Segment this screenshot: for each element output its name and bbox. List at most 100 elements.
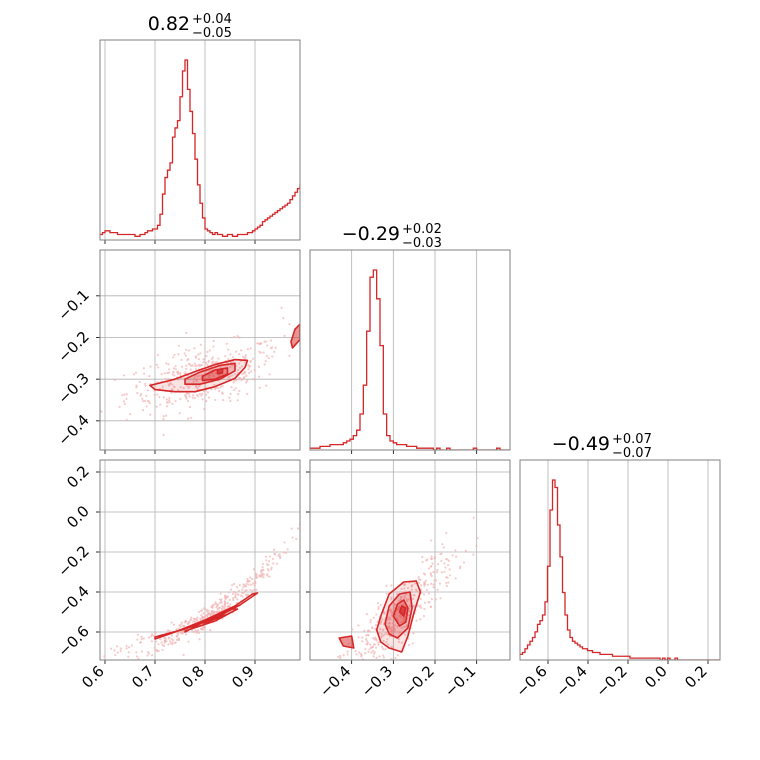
- scatter-point: [170, 634, 174, 637]
- scatter-point: [406, 586, 410, 590]
- scatter-point: [459, 565, 462, 568]
- title-plus: +0.04: [192, 12, 232, 27]
- scatter-point: [145, 405, 148, 408]
- scatter-point: [203, 407, 206, 411]
- scatter-point: [199, 352, 202, 355]
- scatter-point: [186, 384, 189, 387]
- scatter-point: [189, 619, 192, 622]
- scatter-point: [363, 629, 366, 632]
- scatter-point: [304, 521, 306, 523]
- scatter-point: [363, 675, 365, 677]
- scatter-point: [209, 613, 212, 617]
- scatter-point: [176, 370, 180, 373]
- scatter-point: [172, 639, 175, 642]
- scatter-point: [388, 627, 391, 630]
- scatter-point: [161, 648, 164, 651]
- axes-frame: [99, 459, 301, 661]
- scatter-point: [221, 391, 224, 394]
- scatter-point: [114, 653, 117, 657]
- scatter-point: [418, 578, 421, 581]
- scatter-point: [194, 362, 197, 365]
- scatter-point: [379, 620, 382, 623]
- scatter-point: [163, 641, 166, 644]
- scatter-point: [375, 656, 378, 659]
- scatter-point: [187, 417, 190, 420]
- scatter-point: [295, 537, 298, 541]
- scatter-point: [100, 410, 103, 413]
- scatter-point: [428, 567, 431, 570]
- scatter-point: [279, 556, 282, 560]
- scatter-point: [185, 364, 188, 367]
- scatter-point: [214, 398, 217, 402]
- scatter-point: [156, 353, 160, 356]
- scatter-point: [150, 633, 154, 636]
- scatter-point: [224, 602, 227, 605]
- scatter-point: [237, 378, 240, 381]
- scatter-point: [125, 418, 128, 422]
- scatter-point: [379, 603, 382, 606]
- scatter-point: [155, 363, 158, 366]
- scatter-point: [160, 641, 163, 644]
- scatter-point: [177, 637, 180, 640]
- scatter-point: [144, 382, 147, 385]
- scatter-point: [371, 626, 374, 629]
- scatter-point: [282, 317, 285, 320]
- scatter-point: [381, 618, 384, 621]
- scatter-point: [134, 371, 138, 374]
- scatter-point: [220, 598, 223, 601]
- scatter-point: [193, 347, 196, 350]
- scatter-point: [200, 363, 204, 366]
- scatter-point: [229, 375, 232, 378]
- scatter-point: [366, 643, 369, 646]
- scatter-point: [127, 651, 130, 654]
- y-tick-label: −0.2: [54, 328, 92, 366]
- scatter-point: [252, 568, 255, 571]
- title-minus: −0.07: [612, 446, 652, 461]
- scatter-point: [208, 374, 212, 377]
- scatter-point: [413, 594, 416, 597]
- x-tick-label: −0.1: [441, 662, 479, 700]
- scatter-point: [221, 384, 224, 388]
- scatter-point: [122, 374, 125, 377]
- scatter-point: [232, 596, 235, 600]
- scatter-point: [244, 585, 248, 588]
- scatter-point: [443, 570, 446, 573]
- scatter-point: [350, 666, 352, 668]
- scatter-point: [157, 643, 160, 646]
- scatter-point: [253, 584, 256, 587]
- scatter-point: [168, 396, 171, 400]
- scatter-point: [194, 356, 198, 359]
- scatter-point: [398, 631, 401, 634]
- scatter-point: [146, 654, 149, 657]
- scatter-point: [423, 601, 427, 604]
- scatter-point: [375, 639, 378, 642]
- scatter-point: [266, 573, 269, 576]
- scatter-point: [355, 663, 357, 665]
- scatter-point: [210, 388, 213, 391]
- scatter-point: [249, 583, 253, 586]
- scatter-point: [239, 594, 243, 597]
- scatter-point: [390, 631, 393, 635]
- scatter-point: [167, 643, 170, 646]
- scatter-point: [150, 640, 153, 643]
- scatter-point: [232, 598, 235, 602]
- scatter-point: [113, 649, 116, 652]
- scatter-point: [239, 377, 242, 380]
- scatter-point: [180, 358, 183, 361]
- scatter-point: [365, 613, 368, 616]
- scatter-point: [185, 633, 188, 636]
- scatter-point: [155, 640, 158, 643]
- scatter-point: [250, 370, 253, 373]
- scatter-point: [237, 368, 240, 372]
- scatter-point: [373, 643, 376, 646]
- scatter-point: [151, 654, 154, 657]
- scatter-point: [253, 588, 256, 591]
- scatter-point: [447, 559, 450, 562]
- scatter-point: [193, 376, 196, 379]
- scatter-point: [189, 368, 192, 371]
- scatter-point: [408, 609, 411, 613]
- scatter-point: [146, 389, 149, 392]
- scatter-point: [397, 640, 401, 644]
- scatter-point: [164, 377, 167, 380]
- scatter-point: [181, 630, 184, 634]
